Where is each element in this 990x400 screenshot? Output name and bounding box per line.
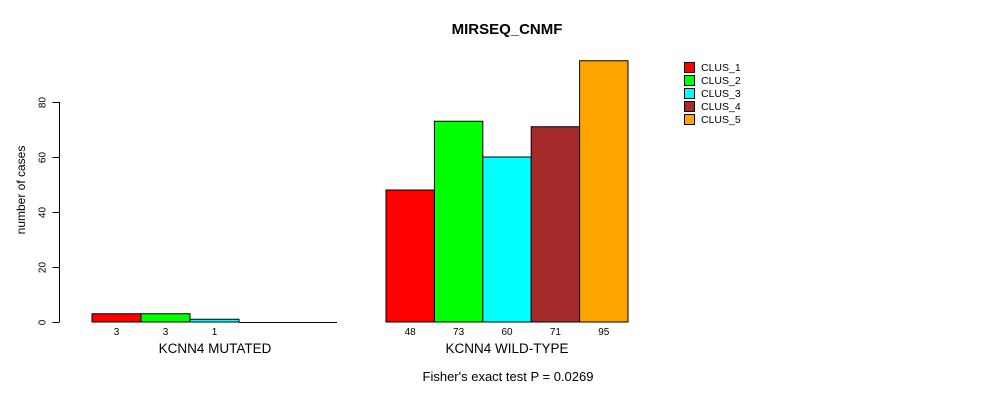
legend-label: CLUS_1 — [701, 61, 741, 74]
bar-value-label: 48 — [405, 327, 417, 338]
legend-item-clus_5: CLUS_5 — [684, 113, 741, 126]
bar-value-label: 3 — [163, 327, 169, 338]
bar-value-label: 73 — [453, 327, 465, 338]
x-group-label-wildtype: KCNN4 WILD-TYPE — [445, 341, 569, 356]
bar-value-label: 95 — [598, 327, 610, 338]
bar-clus_5-group1 — [579, 60, 629, 323]
legend-swatch-icon — [684, 75, 695, 86]
legend-label: CLUS_5 — [701, 113, 741, 126]
bar-clus_2-group1 — [433, 120, 484, 323]
y-tick-label: 0 — [38, 319, 49, 325]
chart-title: MIRSEQ_CNMF — [451, 21, 563, 38]
stat-test-caption: Fisher's exact test P = 0.0269 — [422, 369, 594, 384]
y-tick-label: 40 — [38, 207, 49, 219]
bar-clus_3-group0 — [189, 318, 240, 323]
y-tick-label: 60 — [38, 152, 49, 164]
bar-value-label: 1 — [212, 327, 218, 338]
bar-value-label: 3 — [114, 327, 120, 338]
legend-item-clus_1: CLUS_1 — [684, 61, 741, 74]
legend-label: CLUS_4 — [701, 100, 741, 113]
legend-swatch-icon — [684, 62, 695, 73]
legend-item-clus_3: CLUS_3 — [684, 87, 741, 100]
bar-clus_4-group1 — [530, 126, 581, 323]
legend-label: CLUS_2 — [701, 74, 741, 87]
legend-item-clus_2: CLUS_2 — [684, 74, 741, 87]
bar-value-label: 60 — [501, 327, 513, 338]
x-group-label-mutated: KCNN4 MUTATED — [158, 341, 272, 356]
legend-swatch-icon — [684, 114, 695, 125]
bar-clus_3-group1 — [482, 156, 532, 323]
legend-swatch-icon — [684, 88, 695, 99]
bar-clus_2-group0 — [140, 313, 191, 323]
legend-item-clus_4: CLUS_4 — [684, 100, 741, 113]
y-tick-label: 20 — [38, 262, 49, 274]
bar-value-label: 71 — [550, 327, 562, 338]
y-tick-label: 80 — [38, 97, 49, 109]
bar-clus_1-group0 — [91, 313, 142, 323]
legend-label: CLUS_3 — [701, 87, 741, 100]
legend: CLUS_1 CLUS_2 CLUS_3 CLUS_4 CLUS_5 — [684, 61, 741, 126]
legend-swatch-icon — [684, 101, 695, 112]
bar-clus_1-group1 — [385, 189, 435, 323]
